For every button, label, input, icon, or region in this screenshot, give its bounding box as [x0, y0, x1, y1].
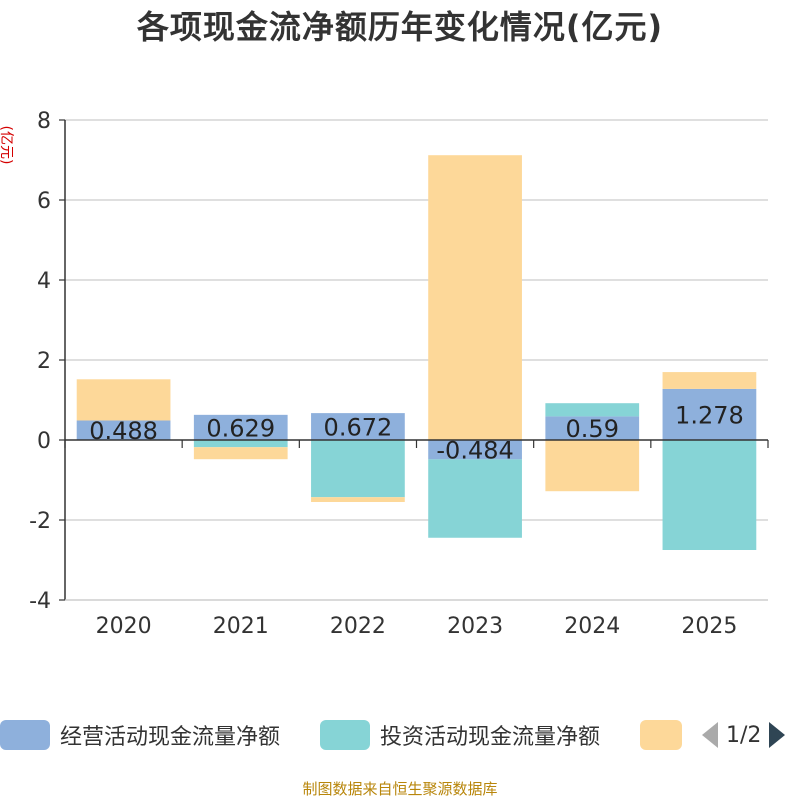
x-tick-label: 2025: [681, 614, 737, 639]
bar-series0-2025[interactable]: [662, 388, 757, 440]
bar-series0-2022[interactable]: [311, 413, 405, 440]
bar-series2-2025[interactable]: [662, 372, 757, 389]
y-tick-label: -2: [29, 509, 51, 534]
bar-series0-2024[interactable]: [545, 416, 640, 440]
chart-title: 各项现金流净额历年变化情况(亿元): [136, 8, 664, 46]
y-tick-label: 0: [37, 429, 51, 454]
data-label-2021: 0.629: [206, 414, 275, 442]
bar-series0-2023[interactable]: [428, 440, 522, 460]
next-page-icon[interactable]: [767, 720, 787, 750]
legend-item-operating[interactable]: 经营活动现金流量净额: [0, 717, 280, 753]
y-tick-label: 8: [37, 109, 51, 134]
y-axis-title: (亿元): [0, 126, 14, 165]
data-label-2023: -0.484: [436, 437, 513, 465]
legend-page-indicator: 1/2: [726, 722, 762, 748]
bar-series2-2020[interactable]: [76, 379, 171, 421]
bar-series1-2022[interactable]: [311, 440, 405, 498]
legend-swatch-financing: [640, 720, 682, 750]
bar-series1-2021[interactable]: [193, 440, 288, 448]
y-tick-label: 4: [37, 269, 51, 294]
x-tick-label: 2023: [447, 614, 503, 639]
data-label-2025: 1.278: [675, 401, 744, 429]
y-tick-label: 2: [37, 349, 51, 374]
data-label-2022: 0.672: [324, 414, 393, 442]
prev-page-icon[interactable]: [700, 720, 720, 750]
legend: 经营活动现金流量净额 投资活动现金流量净额 1/2: [0, 717, 800, 753]
x-tick-label: 2021: [213, 614, 269, 639]
y-tick-label: -4: [29, 589, 51, 614]
legend-label-operating: 经营活动现金流量净额: [60, 725, 281, 750]
bar-series1-2023[interactable]: [428, 459, 522, 538]
legend-swatch-operating: [0, 720, 50, 750]
legend-item-investing[interactable]: 投资活动现金流量净额: [320, 717, 600, 753]
y-tick-label: 6: [37, 189, 51, 214]
legend-swatch-investing: [320, 720, 370, 750]
legend-pager: 1/2: [700, 717, 787, 753]
x-tick-label: 2022: [330, 614, 386, 639]
bar-series1-2024[interactable]: [545, 403, 640, 417]
bars: [76, 155, 757, 550]
bar-series0-2021[interactable]: [193, 414, 288, 440]
data-label-2020: 0.488: [89, 417, 158, 445]
bar-series2-2022[interactable]: [311, 497, 405, 502]
data-source-note: 制图数据来自恒生聚源数据库: [302, 780, 498, 798]
data-labels: 0.488 0.629 0.672 -0.484 0.59 1.278: [89, 401, 744, 464]
x-tick-label: 2024: [564, 614, 620, 639]
bar-series2-2024[interactable]: [545, 440, 640, 492]
data-label-2024: 0.59: [566, 415, 619, 443]
axes: -4 -2 0 2 4 6 8 2020 2021 2022 2023 2024 2025: [29, 109, 769, 639]
x-tick-label: 2020: [96, 614, 152, 639]
legend-item-financing[interactable]: [640, 717, 682, 753]
bar-series2-2023[interactable]: [428, 155, 522, 440]
legend-label-investing: 投资活动现金流量净额: [380, 725, 601, 750]
bar-series2-2021[interactable]: [193, 447, 288, 460]
bar-series0-2020[interactable]: [76, 420, 171, 440]
bar-series1-2025[interactable]: [662, 440, 757, 550]
